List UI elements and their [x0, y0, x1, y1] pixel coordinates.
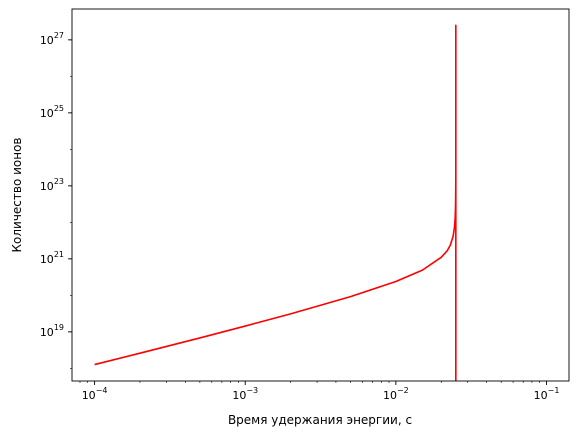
x-tick-label: 10−3	[232, 386, 258, 402]
y-tick-label: 1025	[40, 104, 64, 120]
x-tick-label: 10−1	[534, 386, 560, 402]
y-tick-label: 1019	[40, 323, 64, 339]
series-line	[94, 24, 457, 381]
x-tick-label: 10−4	[82, 386, 108, 402]
plot-frame	[71, 8, 570, 382]
y-axis: 1019 1021 1023 1025 1027	[40, 31, 72, 369]
y-tick-label: 1027	[40, 31, 64, 47]
x-axis-label: Время удержания энергии, с	[228, 413, 412, 427]
x-tick-label: 10−2	[383, 386, 409, 402]
plot-area	[94, 24, 457, 381]
y-tick-label: 1023	[40, 177, 64, 193]
x-axis: 10−4 10−3 10−2 10−1	[79, 381, 560, 402]
y-tick-label: 1021	[40, 250, 64, 266]
y-axis-label: Количество ионов	[10, 137, 24, 252]
